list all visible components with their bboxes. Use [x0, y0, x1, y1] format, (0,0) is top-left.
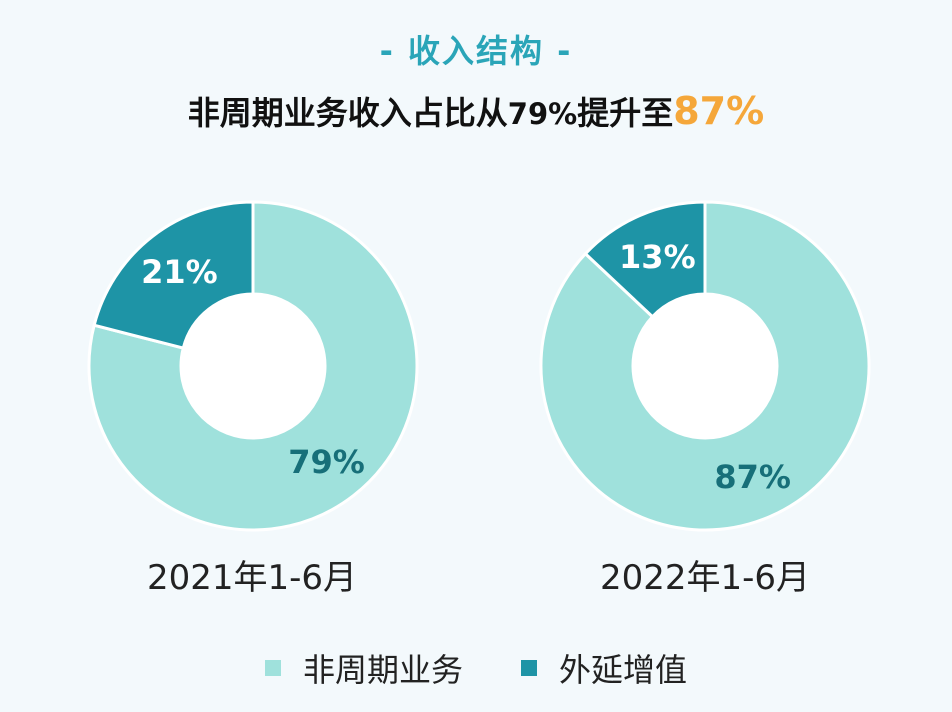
subtitle-from-value: 79% — [507, 97, 578, 131]
subtitle-mid: 提升至 — [577, 94, 674, 132]
legend-label-extension: 外延增值 — [559, 651, 688, 689]
legend-swatch-extension — [521, 660, 537, 676]
chart-title: - 收入结构 - — [379, 32, 573, 70]
donut-0-hole — [181, 294, 325, 438]
subtitle-to-value: 87% — [673, 89, 765, 133]
period-label-2021: 2021年1-6月 — [146, 558, 358, 598]
legend-item-extension: 外延增值 — [521, 645, 687, 691]
period-label-2022: 2022年1-6月 — [599, 558, 811, 598]
chart-subtitle: 非周期业务收入占比从79%提升至87% — [0, 88, 952, 134]
legend-swatch-non-cyclical — [264, 660, 281, 676]
donut-1-hole — [633, 294, 777, 438]
donut-1-label-0: 87% — [714, 458, 791, 496]
donut-0-label-1: 21% — [141, 253, 218, 291]
legend: 非周期业务 外延增值 — [0, 645, 952, 691]
donut-1-label-1: 13% — [619, 238, 696, 276]
donut-0-label-0: 79% — [288, 443, 365, 481]
subtitle-prefix: 非周期业务收入占比从 — [187, 94, 508, 132]
legend-item-non-cyclical: 非周期业务 — [264, 645, 463, 691]
legend-label-non-cyclical: 非周期业务 — [302, 651, 463, 689]
